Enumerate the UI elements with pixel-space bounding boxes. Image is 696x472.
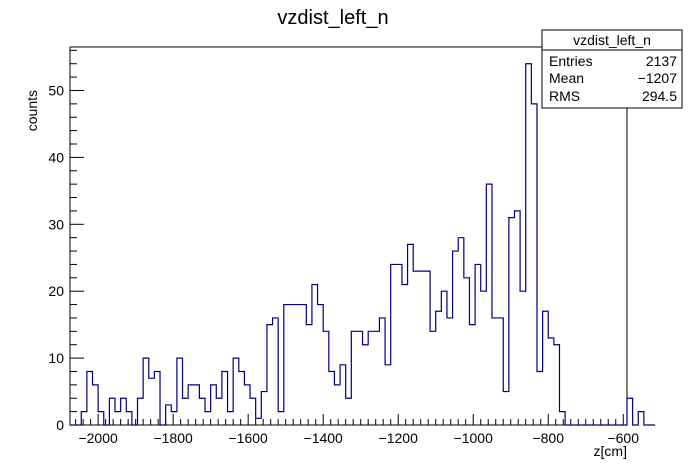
x-tick-label: −1200: [379, 430, 419, 446]
x-axis-label: z[cm]: [594, 443, 627, 459]
stats-mean-label: Mean: [549, 70, 584, 86]
stats-mean-value: −1207: [638, 70, 678, 86]
y-tick-label: 0: [56, 417, 64, 433]
y-axis: 0 10 20 30 40 50: [48, 49, 84, 433]
y-axis-label: counts: [24, 90, 40, 131]
stats-entries-value: 2137: [646, 53, 677, 69]
plot-frame: [69, 46, 628, 426]
x-tick-label: −1600: [229, 430, 269, 446]
stats-entries-label: Entries: [549, 53, 593, 69]
y-tick-label: 30: [48, 216, 64, 232]
x-axis: −2000 −1800 −1600 −1400 −1200 −1000 −800 −600: [75, 414, 639, 446]
y-tick-label: 10: [48, 350, 64, 366]
x-tick-label: −2000: [78, 430, 118, 446]
x-tick-label: −1000: [454, 430, 494, 446]
stats-box: vzdist_left_n Entries 2137 Mean −1207 RM…: [541, 29, 683, 109]
y-tick-label: 20: [48, 283, 64, 299]
x-tick-label: −1400: [304, 430, 344, 446]
stats-header: vzdist_left_n: [573, 32, 651, 48]
y-tick-label: 40: [48, 149, 64, 165]
y-tick-label: 50: [48, 82, 64, 98]
stats-rms-value: 294.5: [642, 88, 677, 104]
chart-title: vzdist_left_n: [277, 7, 388, 29]
histogram-series-line: [70, 63, 656, 426]
x-tick-label: −600: [607, 430, 639, 446]
x-tick-label: −800: [532, 430, 564, 446]
stats-rms-label: RMS: [549, 88, 580, 104]
stats-box-frame: [541, 29, 683, 109]
x-tick-label: −1800: [153, 430, 193, 446]
